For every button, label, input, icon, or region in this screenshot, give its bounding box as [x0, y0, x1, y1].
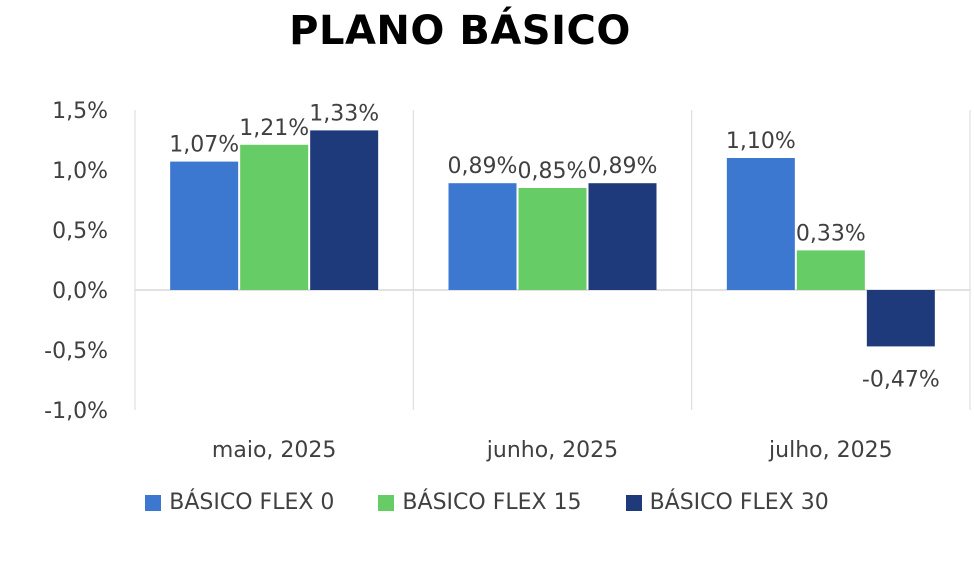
x-category-label: maio, 2025 — [212, 438, 336, 463]
legend-label: BÁSICO FLEX 30 — [649, 490, 829, 515]
legend-swatch — [145, 494, 162, 511]
bar — [588, 183, 657, 290]
y-tick-label: 0,0% — [52, 279, 108, 304]
bar — [240, 144, 309, 290]
data-label: 1,10% — [726, 129, 796, 154]
data-label: 0,89% — [588, 154, 658, 179]
y-tick-label: -0,5% — [44, 339, 108, 364]
chart-title: PLANO BÁSICO — [289, 8, 631, 54]
legend: BÁSICO FLEX 0 BÁSICO FLEX 15 BÁSICO FLEX 3… — [0, 490, 974, 515]
x-category-label: julho, 2025 — [768, 438, 893, 463]
legend-item: BÁSICO FLEX 15 — [378, 490, 582, 515]
y-tick-label: -1,0% — [44, 399, 108, 424]
data-label: 0,89% — [448, 154, 518, 179]
y-tick-label: 1,5% — [52, 99, 108, 124]
y-tick-label: 0,5% — [52, 219, 108, 244]
bars — [170, 130, 935, 347]
legend-item: BÁSICO FLEX 0 — [145, 490, 334, 515]
legend-item: BÁSICO FLEX 30 — [625, 490, 829, 515]
bar — [518, 188, 587, 290]
y-tick-label: 1,0% — [52, 159, 108, 184]
legend-label: BÁSICO FLEX 15 — [402, 490, 582, 515]
bar — [448, 183, 517, 290]
y-axis-tick-labels: 1,5% 1,0% 0,5% 0,0% -0,5% -1,0% — [44, 99, 108, 424]
data-label: 1,21% — [239, 116, 309, 141]
data-label: 1,07% — [169, 133, 239, 158]
bar — [310, 130, 379, 290]
x-axis-category-labels: maio, 2025 junho, 2025 julho, 2025 — [212, 438, 893, 463]
legend-label: BÁSICO FLEX 0 — [169, 490, 335, 515]
bar — [796, 250, 865, 290]
bar — [170, 161, 239, 290]
data-label: 1,33% — [309, 101, 379, 126]
data-label: 0,85% — [518, 159, 588, 184]
data-labels: 1,07%1,21%1,33% 0,89% 0,85% 0,89% 1,10% 0,33%… — [169, 101, 940, 392]
data-label: 0,33% — [796, 221, 866, 246]
legend-swatch — [378, 494, 395, 511]
data-label: -0,47% — [862, 367, 940, 392]
x-category-label: junho, 2025 — [486, 438, 618, 463]
bar — [726, 158, 795, 290]
legend-swatch — [625, 494, 642, 511]
bar — [866, 290, 935, 347]
